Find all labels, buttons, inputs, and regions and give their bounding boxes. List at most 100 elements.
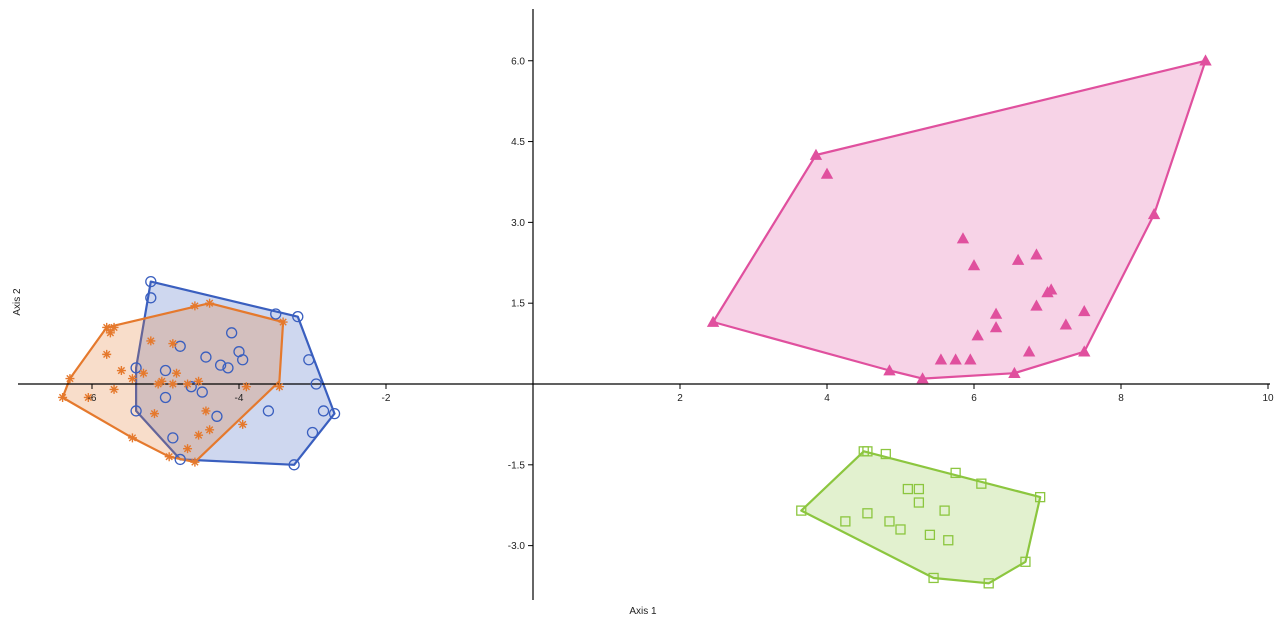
point-series-3 — [883, 364, 896, 376]
point-series-2 — [168, 379, 178, 389]
point-series-3 — [1011, 253, 1025, 265]
point-series-3 — [1199, 54, 1212, 66]
hull-series-3 — [711, 59, 1207, 380]
x-tick-label: 6 — [971, 393, 977, 404]
point-series-4 — [1020, 556, 1031, 567]
point-series-4 — [796, 505, 807, 516]
point-series-4 — [983, 578, 994, 589]
point-series-4 — [943, 535, 954, 546]
point-series-1 — [303, 354, 315, 366]
point-series-4 — [976, 478, 987, 489]
x-tick-label: 10 — [1262, 393, 1274, 404]
point-series-3 — [1078, 304, 1091, 317]
point-series-2 — [58, 392, 68, 402]
point-series-2 — [278, 317, 288, 327]
point-series-2 — [164, 452, 174, 462]
x-axis-label: Axis 1 — [629, 606, 657, 617]
point-series-4 — [950, 467, 961, 479]
group-hulls — [61, 59, 1207, 585]
point-series-2 — [127, 374, 137, 384]
x-tick-label: 2 — [677, 393, 683, 404]
point-series-2 — [138, 368, 148, 378]
point-series-2 — [205, 298, 215, 308]
point-series-1 — [317, 405, 330, 417]
x-tick-label: -6 — [88, 393, 97, 404]
point-series-3 — [934, 353, 948, 365]
point-series-3 — [916, 372, 929, 384]
point-series-2 — [153, 379, 163, 389]
point-series-4 — [884, 516, 895, 527]
point-series-2 — [201, 406, 211, 416]
point-series-1 — [214, 359, 227, 371]
point-series-1 — [145, 292, 157, 304]
point-series-4 — [1035, 491, 1046, 503]
point-series-1 — [328, 407, 341, 420]
y-axis-label: Axis 2 — [12, 288, 23, 316]
point-series-1 — [306, 426, 319, 439]
point-series-1 — [145, 275, 157, 288]
y-tick-label: 4.5 — [511, 137, 525, 148]
point-series-1 — [288, 459, 300, 471]
point-series-3 — [949, 353, 962, 365]
point-series-2 — [105, 328, 115, 338]
point-series-1 — [310, 378, 322, 390]
point-series-3 — [971, 329, 984, 341]
y-tick-label: 6.0 — [511, 56, 525, 67]
point-series-3 — [1041, 286, 1054, 298]
axes — [18, 9, 1270, 600]
point-series-1 — [211, 410, 223, 422]
point-series-1 — [200, 351, 212, 363]
point-series-2 — [183, 379, 193, 389]
x-tick-label: -4 — [235, 393, 244, 404]
point-series-1 — [130, 362, 142, 374]
point-series-2 — [149, 409, 159, 419]
y-tick-label: -3.0 — [508, 541, 526, 552]
point-series-3 — [820, 167, 834, 179]
point-series-1 — [237, 354, 249, 366]
point-series-2 — [65, 374, 75, 384]
point-series-2 — [109, 384, 119, 394]
point-series-2 — [241, 382, 251, 392]
data-points — [58, 54, 1212, 589]
point-series-1 — [262, 405, 275, 417]
point-series-3 — [967, 259, 981, 271]
point-series-3 — [1022, 345, 1036, 357]
x-tick-label: -2 — [382, 393, 391, 404]
point-series-2 — [190, 457, 200, 467]
y-tick-label: 3.0 — [511, 218, 525, 229]
point-series-4 — [913, 483, 925, 495]
x-tick-label: 8 — [1118, 393, 1124, 404]
point-series-4 — [880, 448, 891, 460]
point-series-3 — [1030, 248, 1043, 260]
hull-series-1 — [135, 280, 336, 466]
point-series-3 — [1147, 207, 1161, 220]
point-series-4 — [862, 508, 873, 519]
point-series-3 — [964, 353, 977, 365]
point-series-4 — [924, 529, 936, 540]
x-tick-label: 4 — [824, 393, 830, 404]
point-series-4 — [840, 516, 851, 527]
point-series-4 — [928, 572, 939, 584]
point-series-3 — [1008, 366, 1021, 379]
hull-series-4 — [800, 450, 1042, 585]
point-series-1 — [292, 311, 304, 323]
point-series-1 — [174, 453, 186, 466]
point-series-2 — [83, 392, 93, 402]
point-series-2 — [190, 301, 200, 311]
point-series-2 — [194, 430, 204, 440]
point-series-1 — [185, 381, 197, 393]
point-series-2 — [274, 382, 284, 392]
point-series-1 — [225, 327, 238, 339]
tick-marks — [91, 60, 1269, 547]
point-series-2 — [116, 366, 126, 376]
point-series-2 — [205, 425, 215, 435]
point-series-2 — [102, 322, 112, 332]
y-tick-label: 1.5 — [511, 299, 525, 310]
point-series-2 — [146, 336, 156, 346]
point-series-1 — [130, 405, 142, 417]
point-series-2 — [168, 339, 178, 349]
point-series-4 — [895, 524, 906, 535]
point-series-1 — [167, 432, 179, 444]
point-series-2 — [183, 444, 193, 454]
